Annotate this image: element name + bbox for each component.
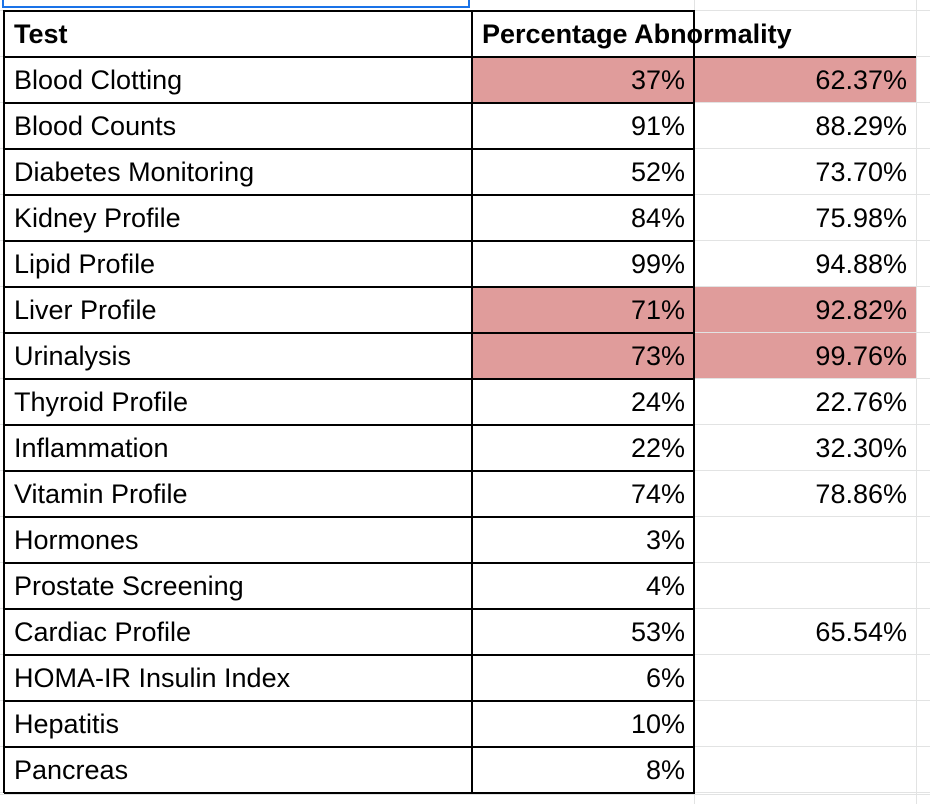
header-cell-column-c[interactable]: [694, 11, 916, 57]
test-name-cell[interactable]: Cardiac Profile: [14, 617, 192, 647]
test-name-cell[interactable]: Thyroid Profile: [14, 387, 189, 417]
percentage-cell-secondary[interactable]: [694, 655, 916, 701]
percentage-cell-secondary[interactable]: [694, 747, 916, 793]
percentage-cell-highlighted[interactable]: 73%: [472, 333, 694, 379]
test-name-cell[interactable]: Lipid Profile: [14, 249, 156, 279]
percentage-cell-secondary[interactable]: [694, 517, 916, 563]
percentage-cell-highlighted[interactable]: 71%: [472, 287, 694, 333]
test-name-cell[interactable]: Diabetes Monitoring: [14, 157, 255, 187]
test-name-cell[interactable]: Blood Counts: [14, 111, 177, 141]
percentage-cell[interactable]: 24%: [630, 387, 685, 417]
test-name-cell[interactable]: Blood Clotting: [14, 65, 183, 95]
test-name-cell[interactable]: Pancreas: [14, 755, 129, 785]
test-name-cell[interactable]: Vitamin Profile: [14, 479, 188, 509]
selected-cell-outline: [2, 0, 470, 8]
header-cell-test[interactable]: Test: [14, 19, 68, 49]
percentage-cell-secondary[interactable]: 22.76%: [815, 387, 907, 417]
percentage-cell[interactable]: 4%: [645, 571, 685, 601]
percentage-cell[interactable]: 74%: [630, 479, 685, 509]
percentage-cell[interactable]: 10%: [630, 709, 685, 739]
test-name-cell[interactable]: Liver Profile: [14, 295, 157, 325]
percentage-cell-secondary-highlighted[interactable]: 62.37%: [694, 57, 916, 103]
percentage-cell[interactable]: 52%: [630, 157, 685, 187]
header-cell-percentage-abnormality[interactable]: Percentage Abnormality: [482, 19, 792, 49]
percentage-cell-secondary[interactable]: 78.86%: [815, 479, 907, 509]
percentage-cell[interactable]: 91%: [630, 111, 685, 141]
test-name-cell[interactable]: HOMA-IR Insulin Index: [14, 663, 291, 693]
percentage-cell[interactable]: 22%: [630, 433, 685, 463]
percentage-cell[interactable]: 99%: [630, 249, 685, 279]
percentage-cell-secondary[interactable]: 94.88%: [815, 249, 907, 279]
percentage-cell[interactable]: 84%: [630, 203, 685, 233]
percentage-cell-secondary-highlighted[interactable]: 99.76%: [694, 333, 916, 379]
percentage-cell[interactable]: 8%: [645, 755, 685, 785]
percentage-cell-secondary[interactable]: 65.54%: [815, 617, 907, 647]
percentage-cell-secondary[interactable]: 75.98%: [815, 203, 907, 233]
percentage-cell-secondary[interactable]: [694, 701, 916, 747]
percentage-cell[interactable]: 3%: [645, 525, 685, 555]
gridline: [0, 794, 930, 795]
percentage-cell-secondary[interactable]: [694, 563, 916, 609]
test-name-cell[interactable]: Kidney Profile: [14, 203, 181, 233]
percentage-cell-secondary[interactable]: 73.70%: [815, 157, 907, 187]
percentage-cell-secondary[interactable]: 32.30%: [815, 433, 907, 463]
test-name-cell[interactable]: Inflammation: [14, 433, 169, 463]
percentage-cell-secondary-highlighted[interactable]: 92.82%: [694, 287, 916, 333]
percentage-cell-secondary[interactable]: 88.29%: [815, 111, 907, 141]
test-name-cell[interactable]: Urinalysis: [14, 341, 132, 371]
test-name-cell[interactable]: Prostate Screening: [14, 571, 244, 601]
percentage-cell[interactable]: 53%: [630, 617, 685, 647]
percentage-cell[interactable]: 6%: [645, 663, 685, 693]
test-name-cell[interactable]: Hepatitis: [14, 709, 120, 739]
test-name-cell[interactable]: Hormones: [14, 525, 139, 555]
percentage-cell-highlighted[interactable]: 37%: [472, 57, 694, 103]
